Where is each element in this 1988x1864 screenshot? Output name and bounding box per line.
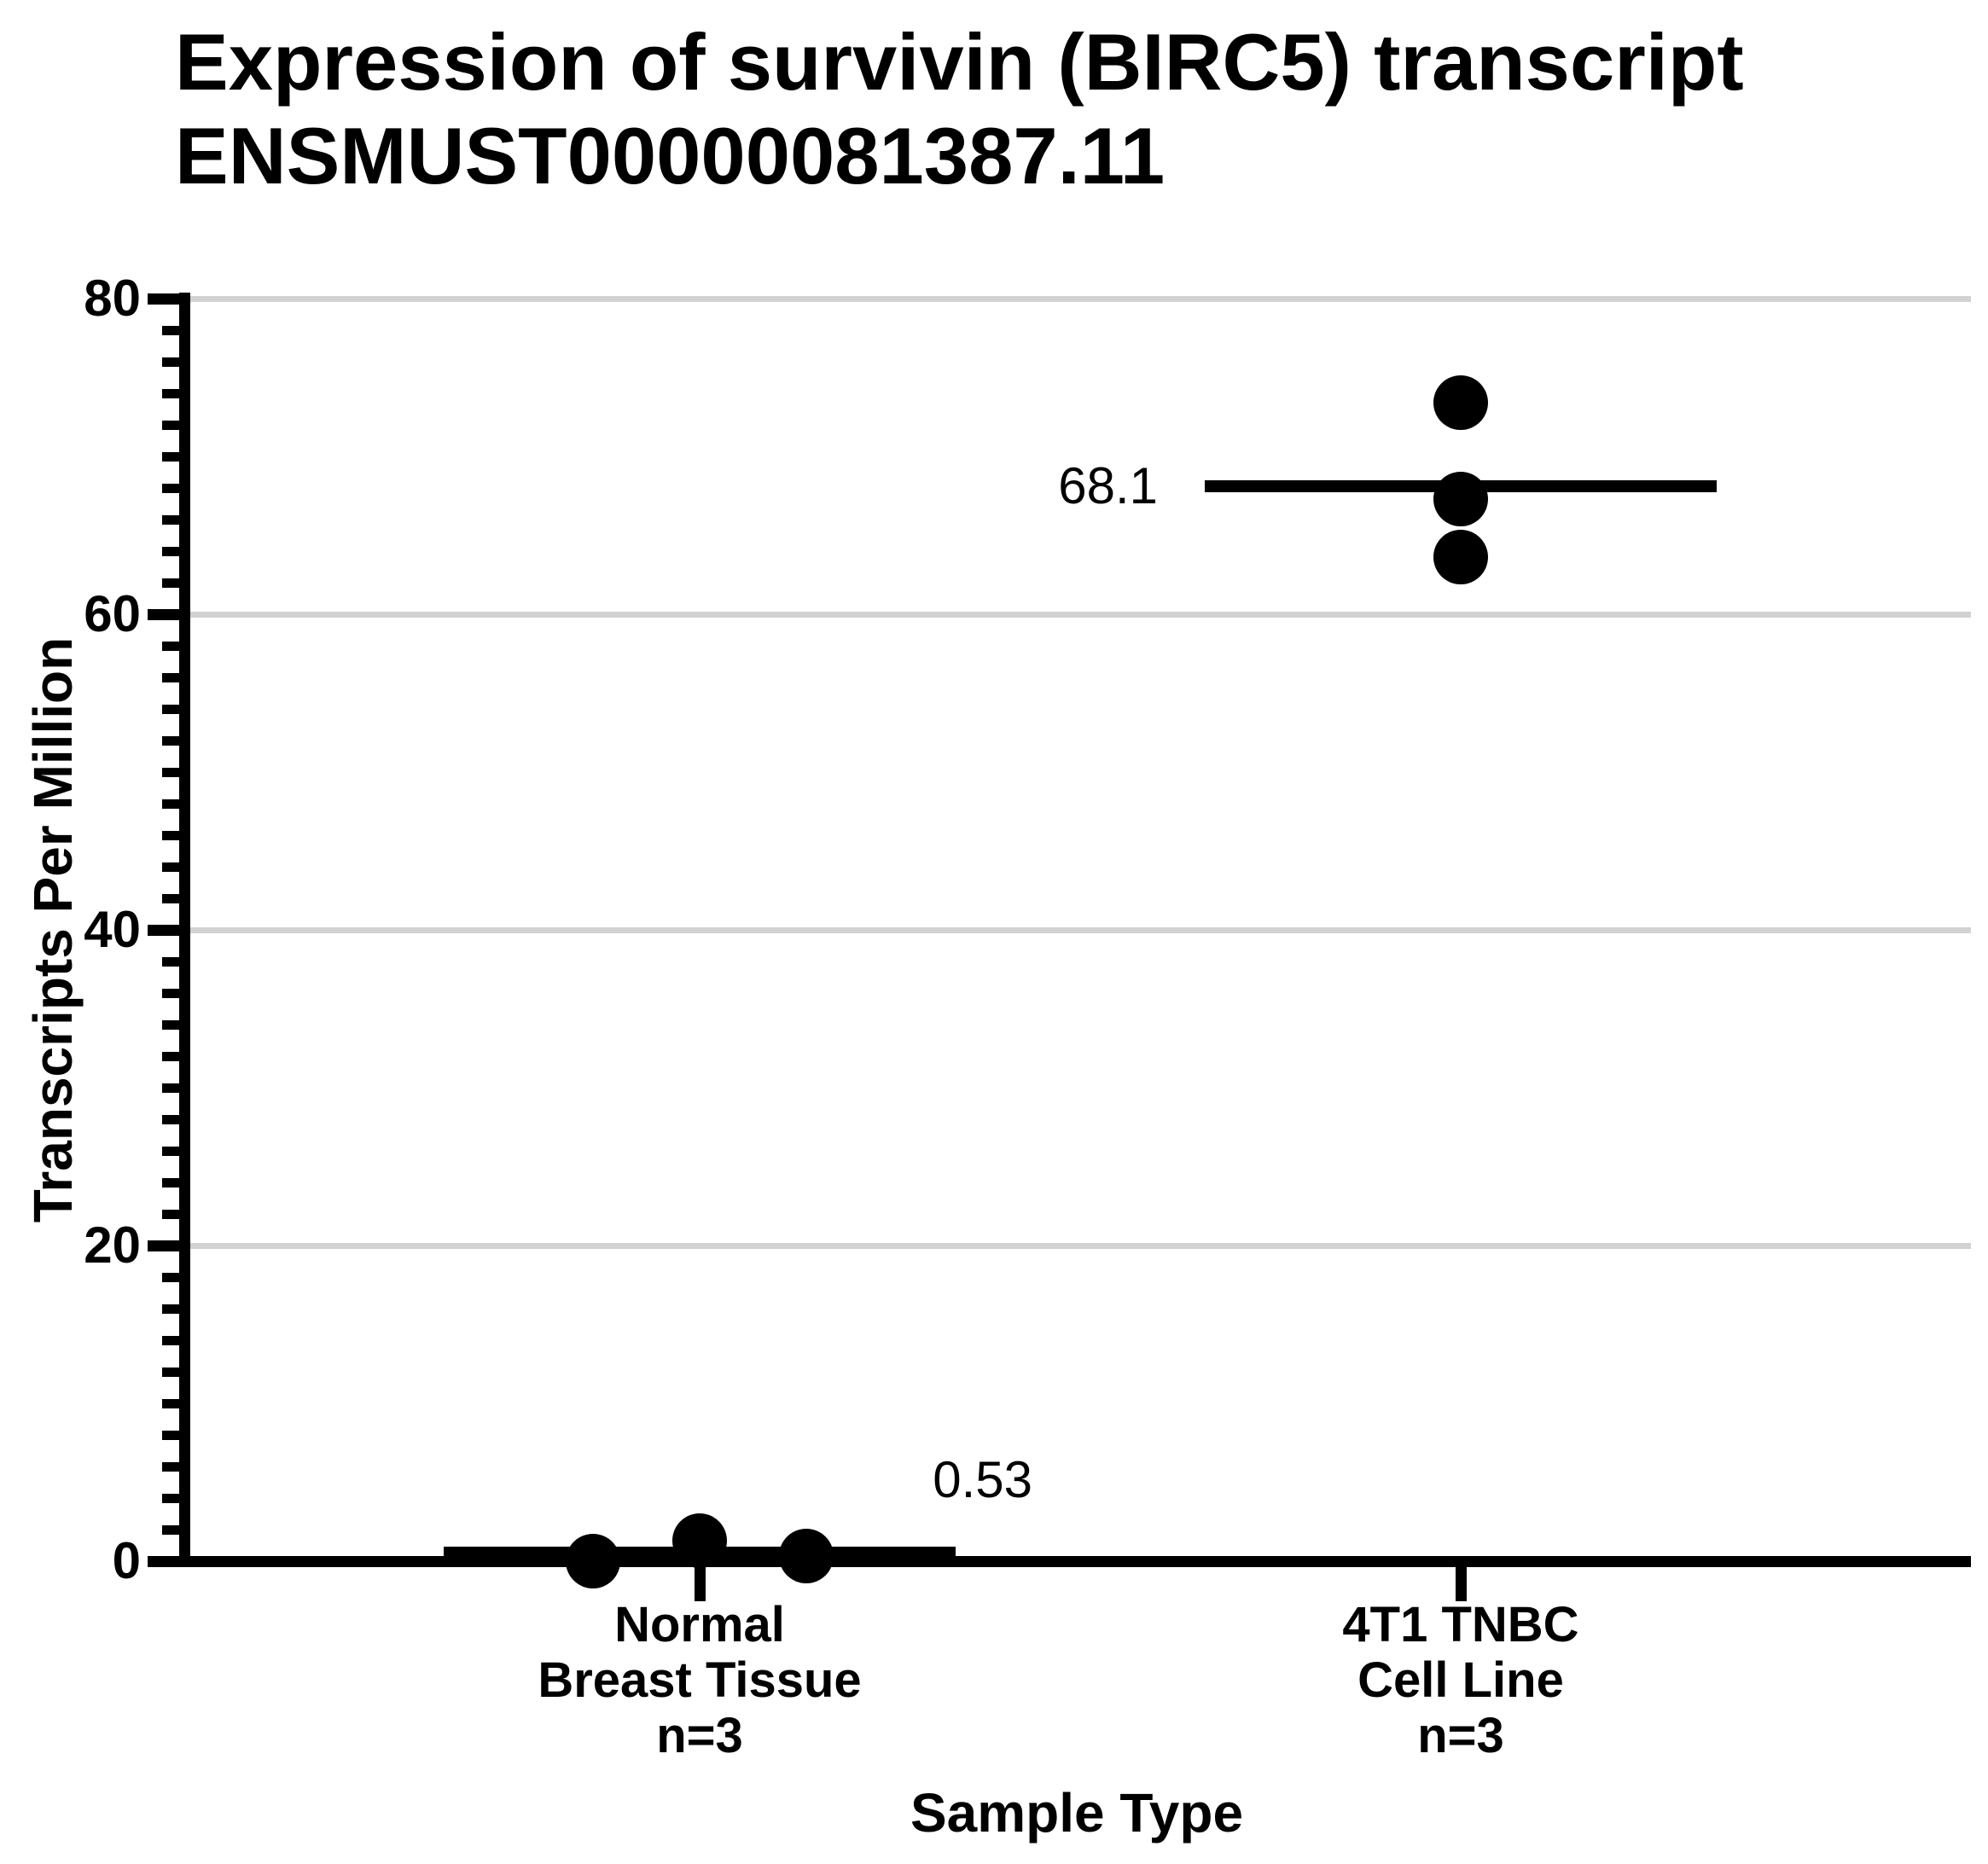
y-minor-tick <box>162 1493 190 1503</box>
x-axis-title: Sample Type <box>910 1782 1244 1844</box>
y-minor-tick <box>162 1177 190 1188</box>
y-minor-tick <box>162 357 190 367</box>
y-minor-tick <box>162 735 190 746</box>
y-minor-tick <box>162 420 190 430</box>
chart-title-line2: ENSMUST00000081387.11 <box>175 111 1165 200</box>
y-major-tick <box>148 924 190 936</box>
y-minor-tick <box>162 1209 190 1219</box>
y-minor-tick <box>162 483 190 493</box>
x-category-label-line: 4T1 TNBC <box>1342 1597 1579 1652</box>
y-gridline <box>190 612 1971 618</box>
y-minor-tick <box>162 1461 190 1472</box>
y-minor-tick <box>162 451 190 462</box>
x-category-label-line: Breast Tissue <box>538 1652 862 1708</box>
y-minor-tick <box>162 546 190 556</box>
y-minor-tick <box>162 862 190 872</box>
data-point <box>779 1529 834 1584</box>
y-minor-tick <box>162 514 190 525</box>
x-category-label: Normal Breast Tissue n=3 <box>401 1597 998 1763</box>
y-minor-tick <box>162 830 190 840</box>
data-point <box>1433 530 1488 585</box>
y-tick-label: 80 <box>84 270 141 327</box>
data-point <box>1433 471 1488 526</box>
y-minor-tick <box>162 325 190 335</box>
x-category-label: 4T1 TNBC Cell Line n=3 <box>1162 1597 1759 1763</box>
x-category-label-line: Cell Line <box>1357 1652 1564 1708</box>
y-minor-tick <box>162 1114 190 1124</box>
y-minor-tick <box>162 956 190 967</box>
y-tick-label: 40 <box>84 901 141 958</box>
y-minor-tick <box>162 767 190 777</box>
y-tick-label: 60 <box>84 585 141 642</box>
y-minor-tick <box>162 1335 190 1345</box>
y-minor-tick <box>162 798 190 809</box>
chart-title: Expression of survivin (BIRC5) transcrip… <box>175 15 1744 203</box>
y-minor-tick <box>162 988 190 998</box>
y-tick-label: 0 <box>112 1532 141 1589</box>
y-minor-tick <box>162 1083 190 1093</box>
x-category-tick <box>694 1567 706 1601</box>
y-minor-tick <box>162 1272 190 1282</box>
y-minor-tick <box>162 1430 190 1440</box>
y-major-tick <box>148 1240 190 1251</box>
x-category-tick <box>1455 1567 1467 1601</box>
y-gridline <box>190 296 1971 302</box>
y-minor-tick <box>162 578 190 588</box>
y-major-tick <box>148 1555 190 1567</box>
y-minor-tick <box>162 1367 190 1377</box>
y-gridline <box>190 1243 1971 1249</box>
mean-value-label: 0.53 <box>933 1451 1032 1509</box>
y-minor-tick <box>162 1051 190 1061</box>
y-minor-tick <box>162 641 190 651</box>
y-minor-tick <box>162 893 190 903</box>
x-category-label-line: n=3 <box>656 1708 743 1763</box>
y-minor-tick <box>162 388 190 398</box>
data-point <box>1433 375 1488 431</box>
y-major-tick <box>148 293 190 305</box>
y-gridline <box>190 927 1971 933</box>
y-minor-tick <box>162 672 190 682</box>
y-minor-tick <box>162 1019 190 1030</box>
y-tick-label: 20 <box>84 1217 141 1274</box>
chart-title-line1: Expression of survivin (BIRC5) transcrip… <box>175 17 1744 107</box>
y-minor-tick <box>162 1304 190 1314</box>
data-point <box>672 1513 727 1568</box>
mean-value-label: 68.1 <box>1058 457 1158 515</box>
y-major-tick <box>148 608 190 620</box>
y-minor-tick <box>162 1398 190 1408</box>
y-minor-tick <box>162 1146 190 1156</box>
y-minor-tick <box>162 1524 190 1535</box>
x-category-label-line: n=3 <box>1417 1708 1504 1763</box>
y-minor-tick <box>162 704 190 714</box>
data-point <box>566 1534 620 1588</box>
x-category-label-line: Normal <box>614 1597 785 1652</box>
